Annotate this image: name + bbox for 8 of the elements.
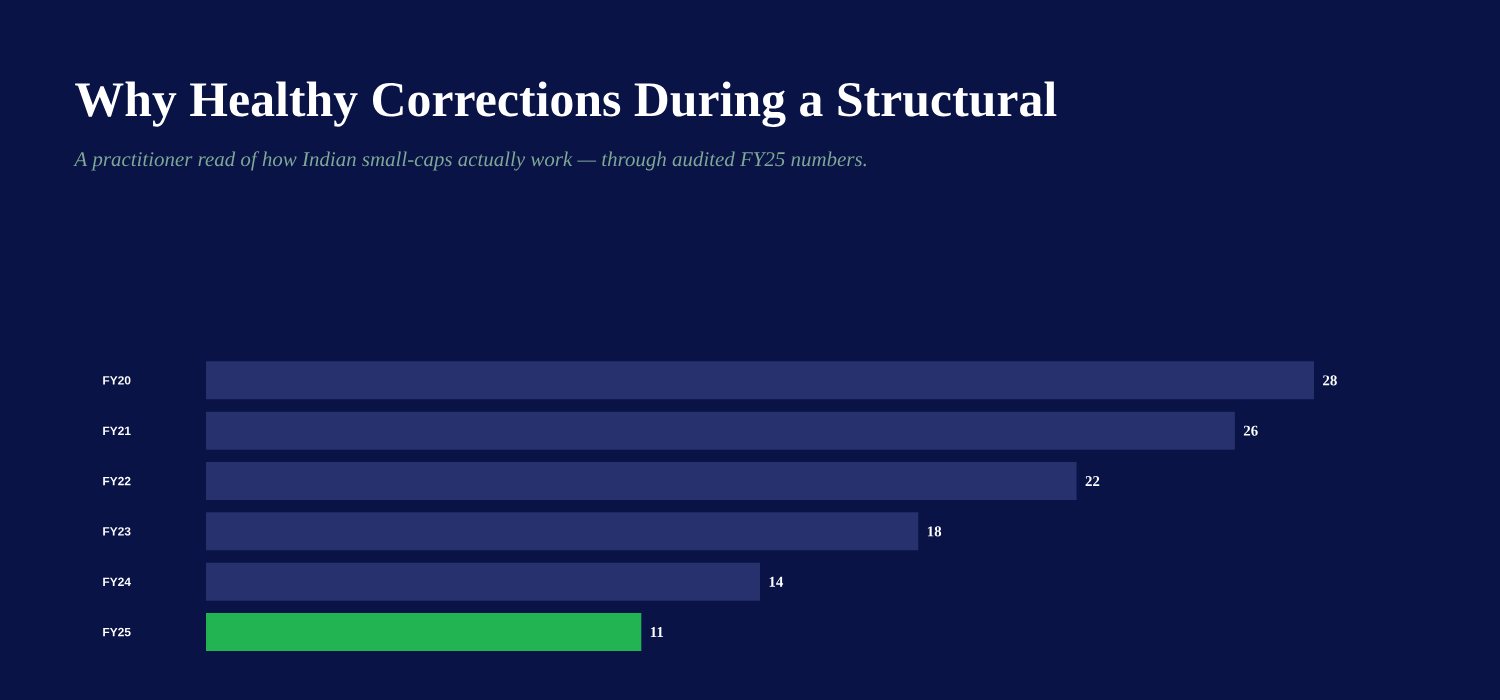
chart-subtitle: A practitioner read of how Indian small-caps actually work — through audited FY25 numbers. bbox=[73, 151, 866, 171]
bar bbox=[206, 512, 919, 551]
bar bbox=[206, 613, 642, 652]
bar bbox=[206, 361, 1315, 400]
bar bbox=[206, 462, 1077, 501]
chart-title: Why Healthy Corrections During a Structural bbox=[75, 81, 1057, 127]
bar bbox=[206, 562, 761, 601]
bar bbox=[206, 411, 1235, 450]
